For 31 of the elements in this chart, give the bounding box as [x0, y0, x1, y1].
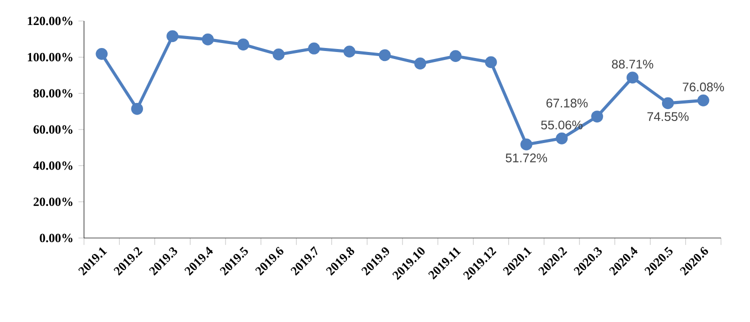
point: [520, 138, 532, 150]
point: [414, 58, 426, 70]
point: [485, 56, 497, 68]
y-tick-label: 80.00%: [34, 89, 72, 98]
y-tick-label: 120.00%: [28, 16, 72, 26]
point: [166, 30, 178, 42]
point: [272, 48, 285, 60]
y-tick-label: 60.00%: [34, 125, 72, 134]
point: [131, 102, 144, 115]
point: [308, 42, 320, 54]
data-label: 74.55%: [647, 112, 689, 121]
point: [378, 49, 391, 62]
point: [237, 38, 250, 50]
point: [450, 50, 462, 62]
y-tick-label: 40.00%: [33, 161, 72, 170]
y-tick-label: 100.00%: [28, 52, 72, 62]
data-label: 51.72%: [506, 154, 548, 162]
point: [556, 132, 568, 144]
data-label: 67.18%: [546, 98, 588, 108]
y-tick-label: 20.00%: [34, 198, 72, 206]
data-label: 55.06%: [541, 120, 582, 130]
y-tick-label: 0.00%: [40, 234, 72, 242]
point: [591, 110, 604, 122]
point: [343, 46, 356, 58]
point: [202, 33, 214, 46]
data-label: 88.71%: [612, 60, 654, 69]
point: [96, 48, 108, 60]
point: [697, 94, 710, 106]
data-label: 76.08%: [682, 82, 724, 92]
point: [626, 72, 638, 84]
point: [662, 97, 674, 110]
